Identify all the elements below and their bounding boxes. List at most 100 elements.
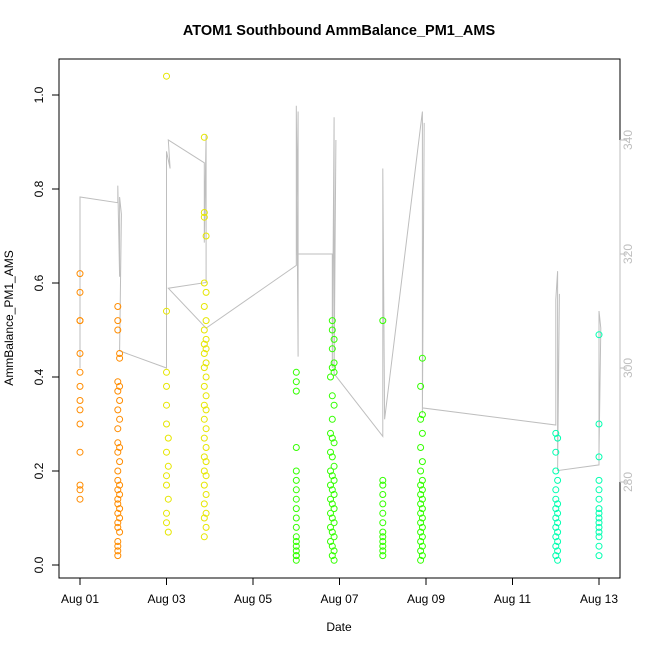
data-point bbox=[380, 492, 386, 498]
data-point bbox=[328, 374, 334, 380]
data-point bbox=[380, 510, 386, 516]
y-tick-label: 0.8 bbox=[32, 180, 46, 197]
data-point bbox=[164, 421, 170, 427]
data-point bbox=[165, 529, 171, 535]
x-tick-label: Aug 13 bbox=[580, 592, 618, 606]
data-point bbox=[596, 496, 602, 502]
y2-tick-label: 300 bbox=[621, 358, 635, 378]
data-point bbox=[203, 445, 209, 451]
data-point bbox=[115, 407, 121, 413]
data-point bbox=[293, 379, 299, 385]
data-point bbox=[117, 459, 123, 465]
y2-tick-label: 320 bbox=[621, 244, 635, 264]
data-point bbox=[419, 430, 425, 436]
data-point bbox=[419, 459, 425, 465]
data-point bbox=[117, 416, 123, 422]
data-point bbox=[201, 383, 207, 389]
chart-title: ATOM1 Southbound AmmBalance_PM1_AMS bbox=[183, 23, 496, 39]
data-point bbox=[293, 524, 299, 530]
x-tick-label: Aug 05 bbox=[234, 592, 272, 606]
data-point bbox=[77, 369, 83, 375]
data-point bbox=[293, 388, 299, 394]
data-point bbox=[293, 506, 299, 512]
data-point bbox=[203, 492, 209, 498]
data-point bbox=[77, 398, 83, 404]
data-point bbox=[164, 369, 170, 375]
data-point bbox=[596, 487, 602, 493]
data-point bbox=[164, 473, 170, 479]
y-tick-label: 0.0 bbox=[32, 556, 46, 573]
scatter-points bbox=[77, 73, 602, 563]
data-point bbox=[293, 477, 299, 483]
y-tick-label: 0.4 bbox=[32, 368, 46, 385]
line-series-path bbox=[80, 106, 601, 471]
data-point bbox=[596, 477, 602, 483]
data-point bbox=[203, 318, 209, 324]
data-point bbox=[165, 463, 171, 469]
x-axis-label: Date bbox=[326, 620, 352, 634]
data-point bbox=[201, 416, 207, 422]
data-point bbox=[77, 383, 83, 389]
line-series bbox=[80, 106, 601, 471]
data-point bbox=[418, 445, 424, 451]
y-tick-label: 0.2 bbox=[32, 462, 46, 479]
data-point bbox=[201, 482, 207, 488]
data-point bbox=[77, 449, 83, 455]
x-tick-label: Aug 11 bbox=[494, 592, 531, 606]
y2-tick-label: 280 bbox=[621, 472, 635, 492]
data-point bbox=[165, 435, 171, 441]
data-point bbox=[77, 407, 83, 413]
data-point bbox=[201, 534, 207, 540]
data-point bbox=[115, 468, 121, 474]
data-point bbox=[117, 398, 123, 404]
data-point bbox=[203, 524, 209, 530]
x-axis: Aug 01 Aug 03 Aug 05 Aug 07 Aug 09 Aug 11 Aug … bbox=[61, 578, 618, 606]
data-point bbox=[293, 515, 299, 521]
data-point bbox=[203, 426, 209, 432]
data-point bbox=[164, 510, 170, 516]
data-point bbox=[203, 374, 209, 380]
data-point bbox=[380, 501, 386, 507]
data-point bbox=[164, 383, 170, 389]
data-point bbox=[418, 468, 424, 474]
x-tick-label: Aug 03 bbox=[147, 592, 185, 606]
data-point bbox=[555, 477, 561, 483]
x-tick-label: Aug 07 bbox=[320, 592, 358, 606]
y-tick-label: 0.6 bbox=[32, 274, 46, 291]
data-point bbox=[203, 289, 209, 295]
data-point bbox=[115, 426, 121, 432]
data-point bbox=[329, 416, 335, 422]
data-point bbox=[596, 543, 602, 549]
data-point bbox=[164, 73, 170, 79]
data-point bbox=[293, 468, 299, 474]
data-point bbox=[201, 327, 207, 333]
y-axis-label: AmmBalance_PM1_AMS bbox=[2, 250, 16, 385]
plot-frame bbox=[59, 59, 620, 578]
data-point bbox=[203, 393, 209, 399]
data-point bbox=[329, 393, 335, 399]
data-point bbox=[164, 402, 170, 408]
x-tick-label: Aug 01 bbox=[61, 592, 99, 606]
data-point bbox=[596, 553, 602, 559]
data-point bbox=[293, 369, 299, 375]
data-point bbox=[164, 520, 170, 526]
y2-tick-label: 340 bbox=[621, 130, 635, 150]
data-point bbox=[77, 496, 83, 502]
data-point bbox=[293, 487, 299, 493]
data-point bbox=[293, 445, 299, 451]
data-point bbox=[380, 520, 386, 526]
data-point bbox=[165, 496, 171, 502]
y-axis: 0.0 0.2 0.4 0.6 0.8 1.0 bbox=[32, 86, 59, 573]
data-point bbox=[164, 449, 170, 455]
data-point bbox=[201, 304, 207, 310]
data-point bbox=[293, 496, 299, 502]
data-point bbox=[201, 435, 207, 441]
y-tick-label: 1.0 bbox=[32, 86, 46, 103]
x-tick-label: Aug 09 bbox=[407, 592, 445, 606]
data-point bbox=[77, 421, 83, 427]
data-point bbox=[553, 487, 559, 493]
data-point bbox=[331, 402, 337, 408]
data-point bbox=[164, 482, 170, 488]
y2-axis: 280 300 320 340 bbox=[620, 130, 635, 492]
